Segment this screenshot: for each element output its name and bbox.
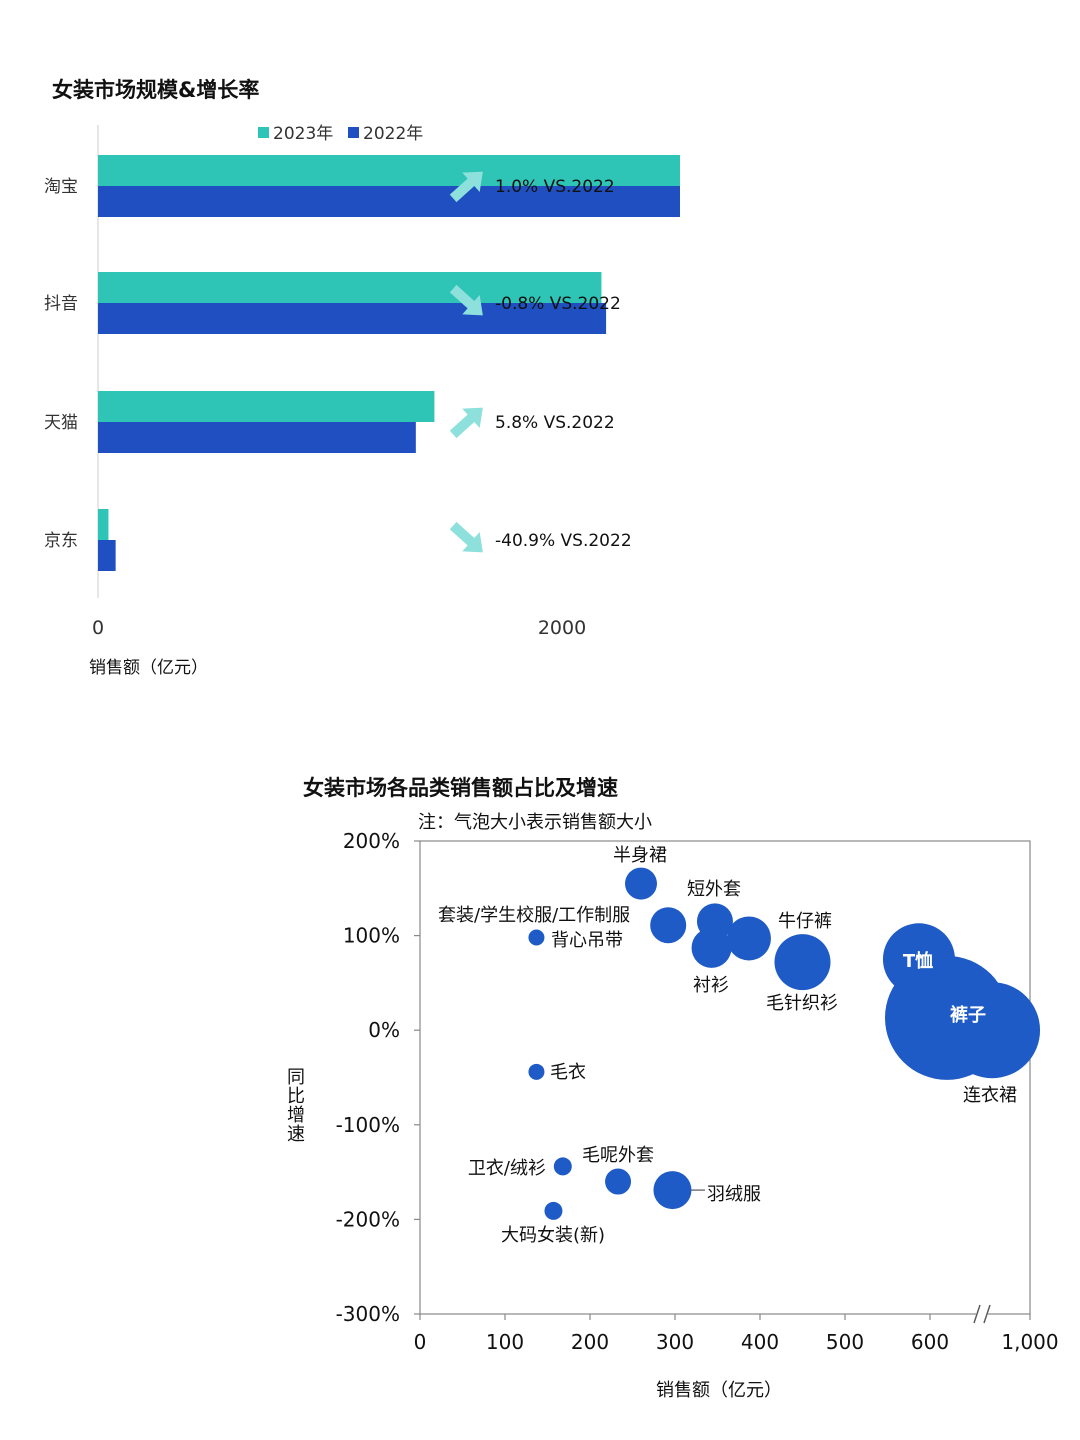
bubble bbox=[774, 934, 831, 991]
bubble bbox=[882, 923, 955, 996]
bubble bbox=[653, 1171, 692, 1210]
x-tick-label: 0 bbox=[92, 617, 104, 639]
bubble-label: 大码女装(新) bbox=[501, 1225, 605, 1246]
bubble bbox=[528, 1063, 545, 1080]
bubble-label: 毛衣 bbox=[550, 1062, 586, 1083]
bubble-label: 羽绒服 bbox=[707, 1184, 761, 1205]
bubble bbox=[553, 1157, 572, 1176]
growth-arrow bbox=[449, 407, 483, 439]
bubble-label: 短外套 bbox=[687, 879, 741, 900]
y-axis-label: 同比增速 bbox=[287, 1067, 305, 1145]
x-tick-label: 100 bbox=[486, 1330, 524, 1354]
bubble-label: 卫衣/绒衫 bbox=[468, 1158, 546, 1179]
y-axis-label-char: 比 bbox=[287, 1086, 305, 1107]
legend-swatch bbox=[258, 127, 269, 138]
bubble bbox=[625, 867, 657, 900]
bubble bbox=[544, 1201, 563, 1220]
bubble-label: 衬衫 bbox=[693, 975, 729, 996]
arrow-shape bbox=[449, 284, 483, 316]
bubble bbox=[726, 916, 771, 961]
arrow-shape bbox=[449, 171, 483, 203]
y-tick-label: -200% bbox=[336, 1207, 400, 1231]
y-tick-label: 100% bbox=[343, 924, 400, 948]
bubble bbox=[650, 907, 687, 944]
legend-swatch bbox=[348, 127, 359, 138]
growth-label: -40.9% VS.2022 bbox=[495, 531, 632, 551]
bubble-label: 牛仔裤 bbox=[778, 911, 832, 932]
y-tick-label: 0% bbox=[368, 1018, 400, 1042]
y-tick-label: -300% bbox=[336, 1302, 400, 1326]
y-tick-label: -100% bbox=[336, 1113, 400, 1137]
bubble-label: 毛针织衫 bbox=[766, 993, 838, 1014]
bar bbox=[98, 303, 607, 334]
y-tick-label: 200% bbox=[343, 829, 400, 853]
bar bbox=[98, 186, 680, 217]
growth-arrow bbox=[449, 171, 483, 203]
bar bbox=[98, 509, 109, 540]
y-axis-label-char: 同 bbox=[287, 1067, 305, 1088]
category-label: 抖音 bbox=[44, 294, 78, 314]
x-tick-label: 0 bbox=[414, 1330, 427, 1354]
y-axis-label-char: 速 bbox=[287, 1124, 305, 1145]
x-tick-label: 2000 bbox=[538, 617, 586, 639]
bubble-label: 套装/学生校服/工作制服 bbox=[438, 905, 630, 926]
bubble-label: 背心吊带 bbox=[551, 930, 623, 951]
bubble bbox=[696, 903, 733, 940]
bubble bbox=[944, 982, 1041, 1079]
axis-break-mark bbox=[983, 1304, 991, 1324]
x-tick-label: 1,000 bbox=[1001, 1330, 1058, 1354]
bar bbox=[98, 155, 680, 186]
x-tick-label: 600 bbox=[911, 1330, 949, 1354]
legend-label: 2022年 bbox=[363, 124, 423, 144]
bubble-label: 毛呢外套 bbox=[582, 1145, 654, 1166]
arrow-shape bbox=[449, 521, 483, 553]
bubble-chart: 注：气泡大小表示销售额大小 200% 100% 0% -100% -200% -300% 0 1… bbox=[287, 812, 1059, 1401]
bubble-label: 半身裙 bbox=[613, 845, 667, 866]
chart-title: 女装市场各品类销售额占比及增速 bbox=[303, 776, 618, 800]
plot-frame bbox=[419, 840, 1031, 1315]
bubble-label: 连衣裙 bbox=[963, 1085, 1017, 1106]
category-label: 淘宝 bbox=[44, 177, 78, 197]
growth-label: 1.0% VS.2022 bbox=[495, 177, 615, 197]
x-tick-label: 300 bbox=[656, 1330, 694, 1354]
legend-label: 2023年 bbox=[273, 124, 333, 144]
growth-arrow bbox=[449, 521, 483, 553]
bar bbox=[98, 391, 435, 422]
bubble bbox=[528, 929, 545, 946]
growth-arrow bbox=[449, 284, 483, 316]
bubble-label: T恤 bbox=[903, 950, 933, 972]
bar bbox=[98, 422, 416, 453]
category-label: 京东 bbox=[44, 531, 78, 551]
x-tick-label: 200 bbox=[571, 1330, 609, 1354]
x-tick-label: 400 bbox=[741, 1330, 779, 1354]
axis-break-gap bbox=[976, 1311, 988, 1317]
bar bbox=[98, 540, 116, 571]
x-tick-label: 500 bbox=[826, 1330, 864, 1354]
bar bbox=[98, 272, 602, 303]
arrow-shape bbox=[449, 407, 483, 439]
x-axis-label: 销售额（亿元） bbox=[89, 658, 208, 678]
growth-label: 5.8% VS.2022 bbox=[495, 413, 615, 433]
bubble bbox=[605, 1168, 632, 1195]
category-label: 天猫 bbox=[44, 413, 78, 433]
axis-break-mark bbox=[973, 1304, 981, 1324]
chart-subtitle: 注：气泡大小表示销售额大小 bbox=[418, 812, 652, 833]
bubble-label: 裤子 bbox=[950, 1004, 986, 1026]
chart-title: 女装市场规模&增长率 bbox=[52, 78, 260, 102]
growth-label: -0.8% VS.2022 bbox=[495, 294, 621, 314]
y-axis-label-char: 增 bbox=[287, 1105, 305, 1126]
x-axis-label: 销售额（亿元） bbox=[656, 1380, 782, 1401]
